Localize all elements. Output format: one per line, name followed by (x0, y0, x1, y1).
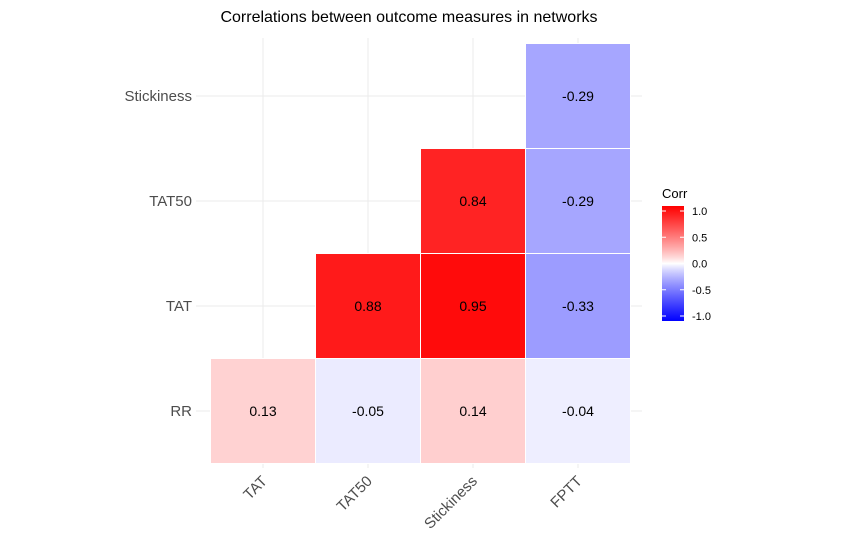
cell-tat-stickiness (420, 253, 526, 359)
heatmap-cells: 0.13 -0.05 0.14 -0.04 0.88 0.95 -0.33 0.84 -0.29… (210, 43, 631, 464)
cell-label-tat50-fptt: -0.29 (562, 193, 594, 209)
cell-label-tat-stickiness: 0.95 (459, 298, 486, 314)
cell-rr-stickiness (420, 358, 526, 464)
cell-stickiness-fptt (525, 43, 631, 149)
x-tick-tat50: TAT50 (334, 473, 376, 515)
y-tick-tat: TAT (166, 298, 192, 315)
legend-tick-label: 0.0 (692, 259, 707, 271)
y-axis-ticks: RR TAT TAT50 Stickiness (124, 88, 192, 420)
cell-label-rr-tat: 0.13 (249, 403, 276, 419)
cell-label-rr-fptt: -0.04 (562, 403, 594, 419)
x-axis-ticks: TAT TAT50 Stickiness FPTT (240, 473, 585, 533)
cell-label-rr-stickiness: 0.14 (459, 403, 486, 419)
cell-label-tat-tat50: 0.88 (354, 298, 381, 314)
cell-label-tat50-stickiness: 0.84 (459, 193, 486, 209)
y-tick-stickiness: Stickiness (124, 88, 192, 105)
legend-tick-label: 0.5 (692, 232, 707, 244)
legend-tick-label: -0.5 (692, 285, 711, 297)
cell-label-tat-fptt: -0.33 (562, 298, 594, 314)
cell-label-stickiness-fptt: -0.29 (562, 88, 594, 104)
cell-tat50-fptt (525, 148, 631, 254)
cell-rr-fptt (525, 358, 631, 464)
cell-tat50-stickiness (420, 148, 526, 254)
cell-rr-tat50 (315, 358, 421, 464)
legend-tick-label: -1.0 (692, 311, 711, 323)
cell-rr-tat (210, 358, 316, 464)
x-tick-stickiness: Stickiness (421, 473, 481, 533)
legend-colorbar (662, 206, 684, 321)
x-tick-fptt: FPTT (547, 473, 586, 512)
y-tick-rr: RR (170, 403, 192, 420)
legend: Corr 1.0 0.5 0.0 -0.5 -1.0 (662, 186, 711, 323)
x-tick-tat: TAT (240, 473, 270, 503)
legend-tick-label: 1.0 (692, 206, 707, 218)
chart-title: Correlations between outcome measures in… (220, 9, 597, 26)
legend-title: Corr (662, 186, 688, 201)
cell-label-rr-tat50: -0.05 (352, 403, 384, 419)
y-tick-tat50: TAT50 (149, 193, 192, 210)
